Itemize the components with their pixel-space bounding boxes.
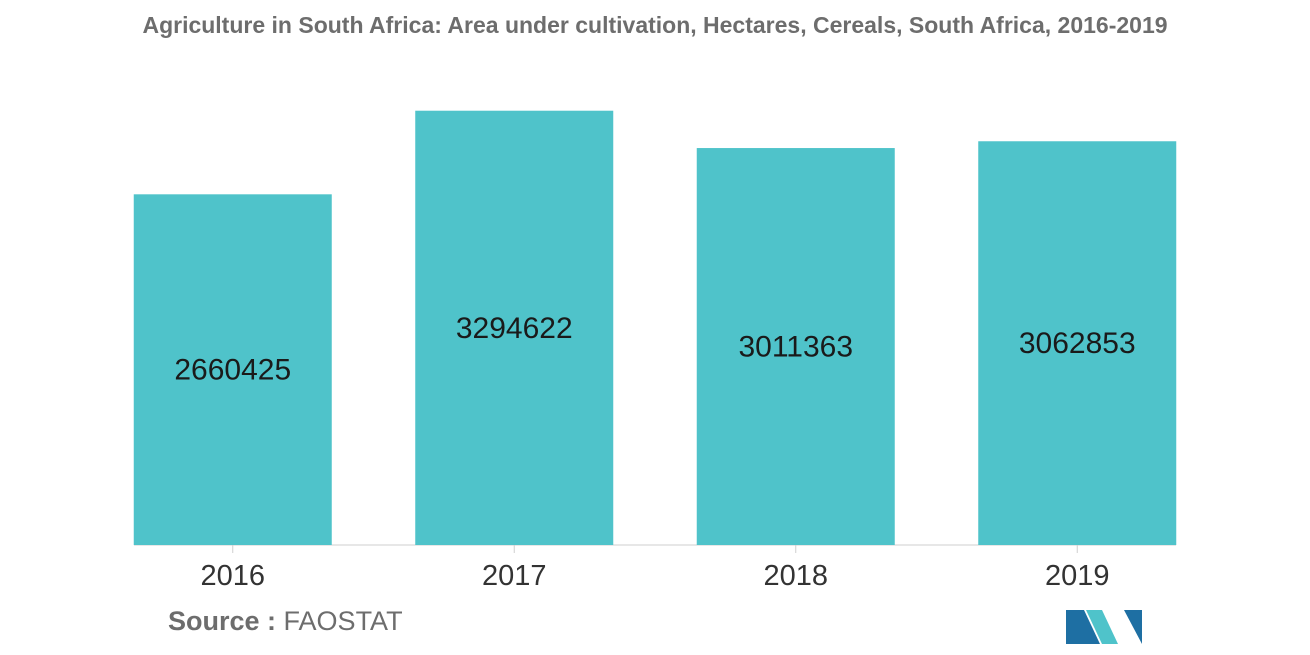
- bar-chart: 2660425 2016 3294622 2017 3011363 2018 3062853…: [133, 110, 1177, 592]
- mordor-intelligence-logo-icon: [1066, 610, 1142, 644]
- bar-2018: [696, 148, 895, 545]
- bar-2019: [978, 141, 1177, 545]
- source-label: Source :: [168, 606, 277, 636]
- bar-2017: [415, 110, 614, 545]
- x-tick-label-2017: 2017: [482, 560, 547, 592]
- x-tick-label-2019: 2019: [1045, 560, 1110, 592]
- source-note: Source : FAOSTAT: [168, 606, 403, 637]
- chart-title: Agriculture in South Africa: Area under …: [142, 12, 1168, 38]
- data-label-2019: 3062853: [1019, 327, 1136, 360]
- logo-shape-mid: [1086, 610, 1118, 644]
- x-tick-label-2016: 2016: [200, 560, 265, 592]
- logo-shape-right: [1108, 610, 1142, 644]
- data-label-2017: 3294622: [456, 312, 573, 345]
- data-label-2018: 3011363: [738, 331, 853, 364]
- x-tick-label-2018: 2018: [763, 560, 828, 592]
- source-value: FAOSTAT: [283, 606, 403, 636]
- data-label-2016: 2660425: [174, 354, 291, 387]
- bar-2016: [133, 194, 332, 545]
- logo-shape-left: [1066, 610, 1100, 644]
